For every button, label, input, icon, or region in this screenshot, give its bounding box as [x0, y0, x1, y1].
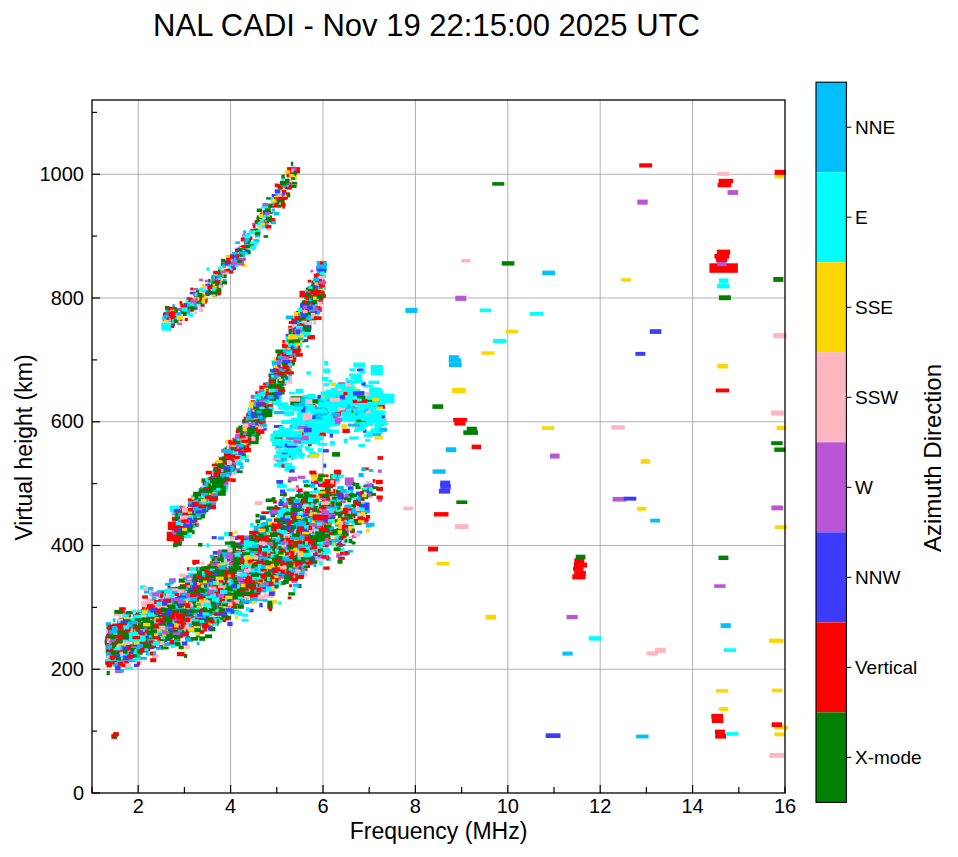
svg-text:W: W [855, 477, 873, 498]
svg-text:6: 6 [317, 795, 328, 817]
svg-text:X-mode: X-mode [855, 747, 922, 768]
svg-text:600: 600 [51, 410, 84, 432]
svg-text:400: 400 [51, 534, 84, 556]
svg-text:8: 8 [410, 795, 421, 817]
svg-text:10: 10 [497, 795, 519, 817]
svg-text:NNE: NNE [855, 117, 895, 138]
svg-text:2: 2 [133, 795, 144, 817]
svg-text:SSE: SSE [855, 297, 893, 318]
svg-text:12: 12 [589, 795, 611, 817]
svg-text:800: 800 [51, 287, 84, 309]
svg-text:SSW: SSW [855, 387, 898, 408]
svg-text:16: 16 [774, 795, 796, 817]
svg-text:E: E [855, 207, 868, 228]
svg-text:14: 14 [681, 795, 703, 817]
svg-text:0: 0 [73, 782, 84, 804]
svg-text:4: 4 [225, 795, 236, 817]
svg-text:Vertical: Vertical [855, 657, 917, 678]
svg-text:NNW: NNW [855, 567, 900, 588]
svg-text:200: 200 [51, 658, 84, 680]
svg-text:1000: 1000 [40, 163, 85, 185]
